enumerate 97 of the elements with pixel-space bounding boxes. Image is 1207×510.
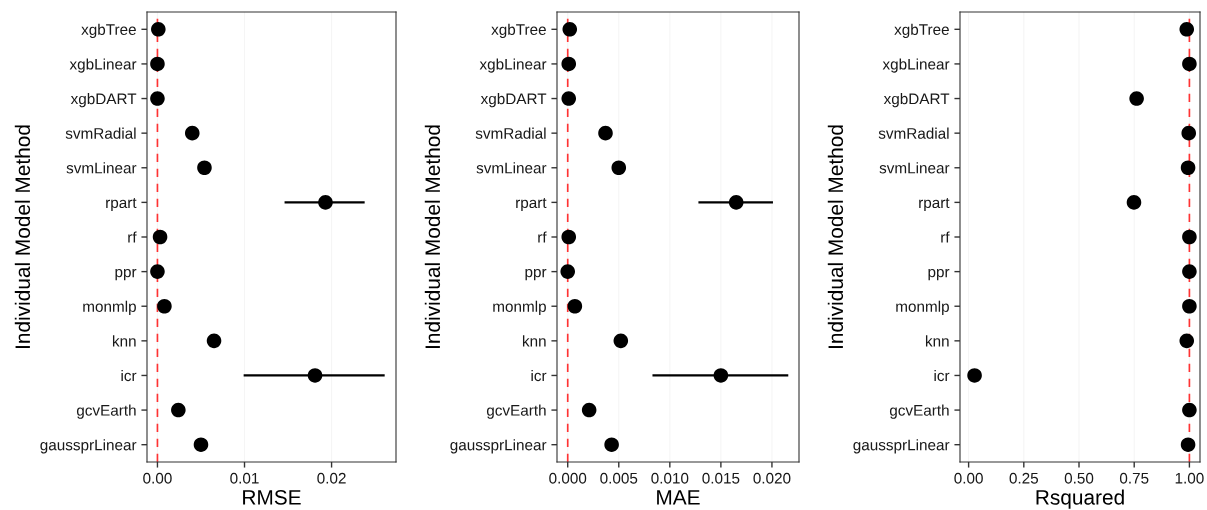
- point: [967, 368, 982, 383]
- point: [184, 125, 200, 141]
- y-tick-label: icr: [934, 369, 950, 382]
- y-tick-label: rpart: [919, 198, 950, 212]
- y-tick-label: icr: [531, 369, 547, 382]
- y-tick-label: xgbDART: [70, 93, 137, 108]
- y-tick-label: xgbLinear: [882, 58, 950, 73]
- y-tick-label: rpart: [516, 198, 547, 212]
- y-tick-label: monmlp: [493, 300, 546, 315]
- y-tick-label: icr: [121, 369, 137, 382]
- point: [1180, 437, 1196, 452]
- y-tick-label: gaussprLinear: [450, 439, 547, 454]
- y-tick-label: xgbTree: [491, 23, 546, 39]
- point: [604, 437, 619, 452]
- point: [1182, 402, 1197, 418]
- y-tick-label: ppr: [115, 268, 137, 281]
- point: [197, 160, 212, 176]
- point: [150, 56, 165, 72]
- point: [611, 160, 627, 176]
- point: [1182, 264, 1197, 279]
- y-tick-label: svmRadial: [878, 127, 949, 139]
- y-tick-label: rf: [941, 231, 950, 243]
- point: [1182, 298, 1197, 314]
- y-tick-label: knn: [522, 335, 546, 347]
- point: [598, 125, 613, 141]
- point: [171, 402, 186, 418]
- x-axis-title: RMSE: [243, 489, 301, 505]
- point: [713, 368, 729, 383]
- point: [567, 298, 583, 314]
- point: [157, 298, 172, 314]
- y-tick-label: xgbLinear: [69, 58, 137, 73]
- y-tick-label: svmLinear: [66, 162, 137, 174]
- point: [613, 333, 629, 349]
- y-tick-label: svmRadial: [475, 127, 546, 139]
- x-tick-label: 0.25: [1009, 472, 1039, 484]
- x-tick-label: 0.00: [954, 472, 983, 484]
- x-tick-label: 0.005: [600, 472, 638, 484]
- y-tick-label: monmlp: [896, 300, 949, 315]
- x-tick-label: 0.000: [549, 472, 587, 484]
- point: [318, 195, 333, 210]
- point: [1126, 195, 1142, 210]
- y-tick-label: svmRadial: [65, 127, 136, 139]
- point: [151, 22, 166, 37]
- y-tick-label: knn: [925, 335, 949, 347]
- y-tick-label: gaussprLinear: [40, 439, 137, 454]
- y-tick-label: gcvEarth: [76, 404, 136, 419]
- y-tick-label: ppr: [525, 268, 547, 281]
- x-tick-label: 0.50: [1064, 472, 1094, 484]
- y-tick-label: rpart: [106, 198, 137, 212]
- point: [581, 402, 597, 418]
- point: [193, 437, 209, 452]
- y-tick-label: svmLinear: [879, 162, 950, 174]
- point: [150, 91, 165, 106]
- x-axis-title: Rsquared: [1036, 489, 1124, 509]
- x-axis-title: MAE: [657, 490, 700, 505]
- y-tick-label: xgbDART: [883, 93, 950, 108]
- y-tick-label: ppr: [928, 268, 950, 281]
- x-tick-label: 0.020: [753, 472, 791, 484]
- point: [561, 56, 577, 72]
- x-tick-label: 1.00: [1175, 472, 1204, 484]
- y-tick-label: gcvEarth: [486, 404, 546, 419]
- point: [561, 229, 577, 245]
- point: [1129, 91, 1144, 106]
- point: [561, 91, 577, 106]
- y-tick-label: xgbLinear: [479, 58, 547, 73]
- point: [150, 264, 165, 279]
- x-tick-label: 0.01: [230, 472, 259, 484]
- x-tick-label: 0.010: [651, 472, 689, 484]
- y-tick-label: rf: [538, 231, 547, 243]
- y-tick-label: svmLinear: [476, 162, 547, 174]
- y-axis-title: Individual Model Method: [14, 125, 31, 348]
- x-tick-label: 0.00: [143, 472, 172, 484]
- point: [307, 368, 323, 383]
- point: [1180, 160, 1196, 176]
- point: [206, 333, 222, 349]
- y-tick-label: gcvEarth: [889, 404, 949, 419]
- y-axis-title: Individual Model Method: [827, 125, 844, 348]
- point: [728, 195, 744, 210]
- y-tick-label: xgbDART: [480, 93, 547, 108]
- point: [1179, 333, 1195, 349]
- x-tick-label: 0.75: [1119, 472, 1149, 484]
- point: [560, 264, 575, 279]
- y-tick-label: rf: [128, 231, 137, 243]
- point: [1182, 229, 1197, 245]
- y-tick-label: gaussprLinear: [853, 439, 950, 454]
- y-tick-label: xgbTree: [81, 23, 136, 39]
- y-tick-label: monmlp: [83, 300, 136, 315]
- y-tick-label: xgbTree: [894, 23, 949, 39]
- y-axis-title: Individual Model Method: [424, 125, 441, 348]
- x-tick-label: 0.02: [317, 472, 346, 484]
- y-tick-label: knn: [112, 335, 136, 347]
- point: [152, 229, 168, 245]
- x-tick-label: 0.015: [702, 472, 740, 484]
- point: [1182, 56, 1197, 72]
- point: [1179, 22, 1195, 37]
- point: [1181, 125, 1197, 141]
- point: [562, 22, 578, 37]
